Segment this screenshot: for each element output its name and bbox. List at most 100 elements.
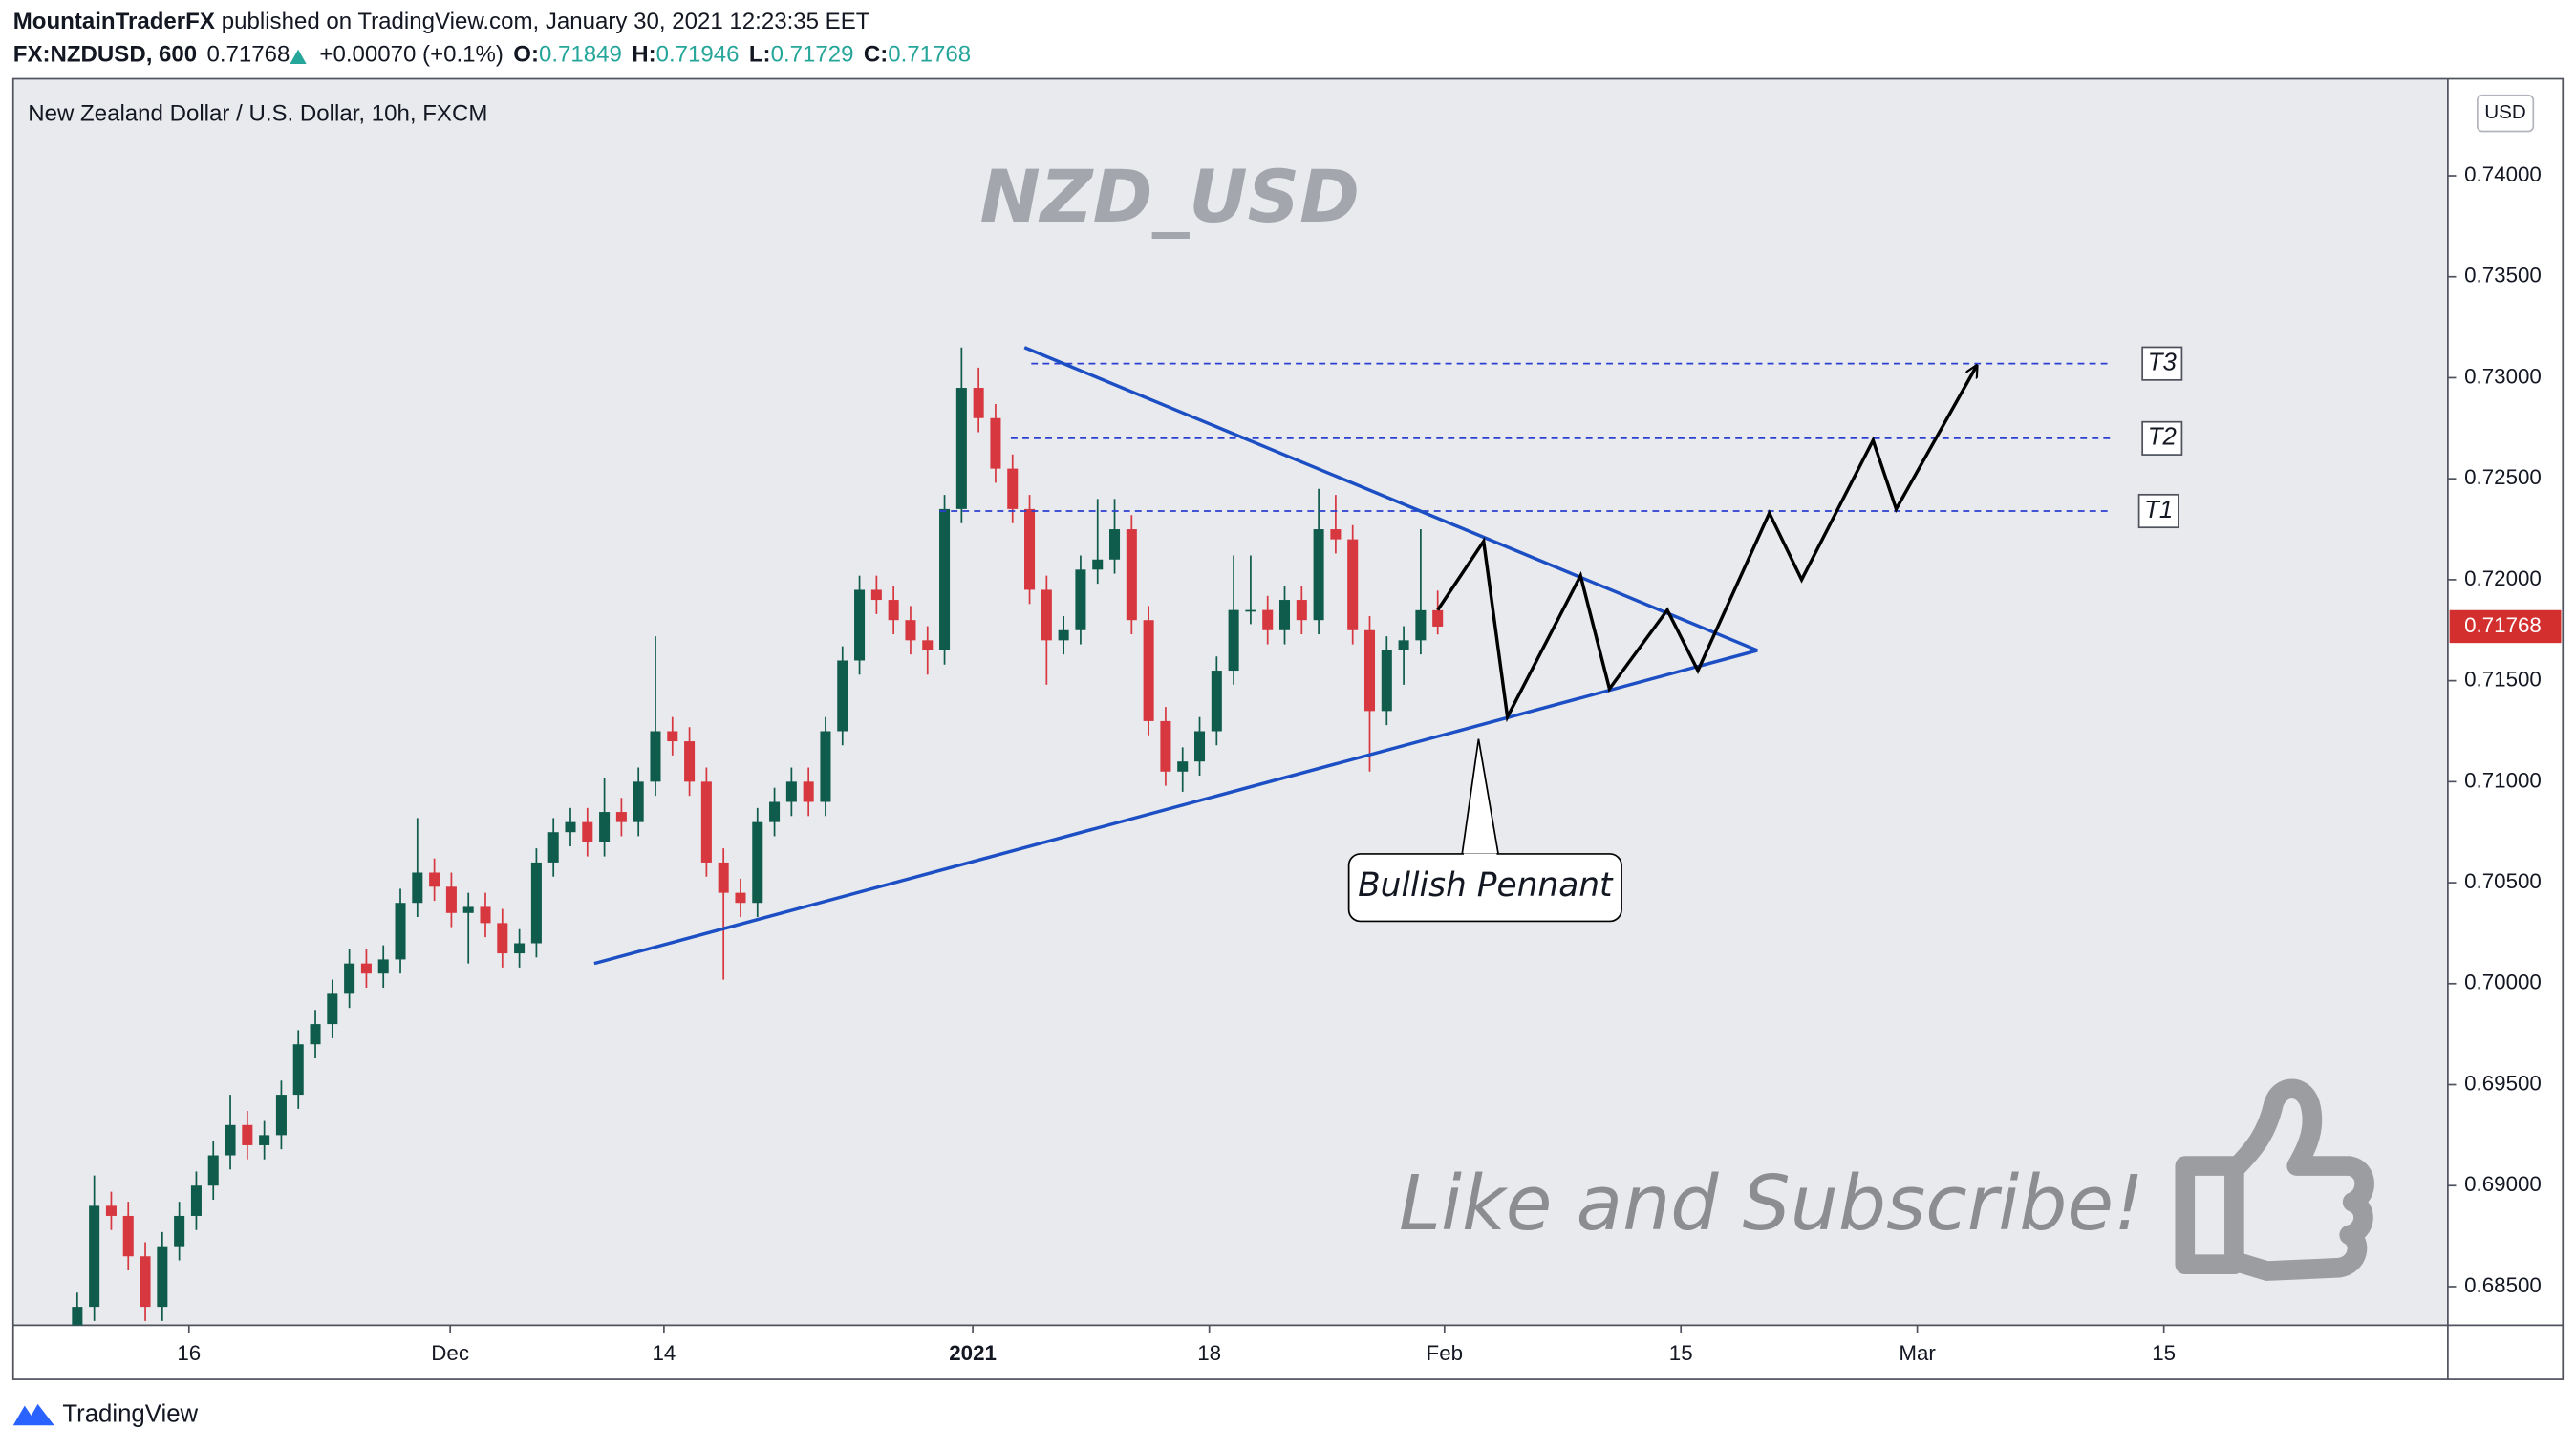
candle-body (275, 1095, 287, 1136)
up-arrow-icon (290, 49, 307, 65)
quote-change: +0.00070 (+0.1%) (319, 42, 504, 68)
header-quote: FX:NZDUSD, 600 0.71768 +0.00070 (+0.1%) O:0… (13, 42, 971, 68)
ohlc-value: 0.71768 (888, 42, 971, 68)
pattern-label: Bullish Pennant (1358, 866, 1614, 905)
candle-body (310, 1024, 321, 1045)
candle-body (547, 832, 559, 863)
candle-body (259, 1135, 270, 1145)
trendline (593, 649, 1758, 966)
candle-body (174, 1215, 185, 1247)
y-tick-label: 0.70500 (2464, 869, 2542, 893)
candle-body (514, 943, 526, 954)
candle-body (225, 1124, 236, 1156)
thumbs-up-icon (2175, 1078, 2374, 1281)
candle-body (105, 1205, 117, 1216)
logo-mark (12, 1403, 54, 1426)
candle-body (939, 508, 951, 650)
target-label: T2 (2148, 424, 2177, 451)
callout-pointer (1461, 738, 1499, 855)
watermark-title: NZD_USD (980, 155, 1360, 239)
candle-body (1278, 600, 1291, 630)
ohlc-key: O: (513, 42, 539, 68)
x-tick-label: 2021 (949, 1341, 997, 1365)
candle-body (955, 388, 967, 509)
y-tick-label: 0.68500 (2464, 1273, 2542, 1297)
candle-body (530, 862, 542, 944)
candle-body (1194, 731, 1206, 762)
candle-body (344, 963, 355, 994)
y-tick-label: 0.72000 (2464, 566, 2542, 590)
candle-body (395, 903, 406, 960)
candle-body (718, 862, 729, 893)
y-tick-label: 0.72500 (2464, 465, 2542, 489)
projection-path (1436, 366, 1977, 723)
candle-body (1228, 609, 1239, 672)
candle-body (497, 923, 508, 954)
ohlc-key: L: (749, 42, 771, 68)
candle-body (292, 1044, 304, 1096)
candle-body (327, 993, 338, 1025)
candle-body (752, 821, 763, 904)
candle-body (888, 600, 899, 621)
y-tick-label: 0.70000 (2464, 970, 2542, 994)
candle-body (1143, 620, 1154, 721)
candle-body (615, 812, 627, 822)
x-tick-label: Mar (1899, 1341, 1936, 1365)
ohlc-value: 0.71946 (656, 42, 740, 68)
currency-box (2476, 94, 2535, 133)
candle-body (242, 1124, 253, 1145)
candle-body (207, 1155, 219, 1186)
candle-body (837, 660, 848, 732)
candle-body (1007, 468, 1019, 509)
x-tick-label: 14 (652, 1341, 676, 1365)
candle-body (1363, 629, 1376, 712)
y-tick-label: 0.73500 (2464, 264, 2542, 288)
ohlc-value: 0.71849 (539, 42, 622, 68)
ohlc-value: 0.71729 (771, 42, 854, 68)
last-price-box (2449, 609, 2562, 644)
candle-body (820, 731, 831, 802)
candle-body (1058, 629, 1069, 641)
candle-body (1245, 609, 1256, 612)
plot-area (72, 346, 2112, 1326)
candle-body (870, 589, 882, 601)
candle-body (1126, 529, 1137, 621)
candle-body (122, 1215, 134, 1257)
header-line: MountainTraderFX published on TradingView… (13, 9, 870, 34)
time-axis-background (12, 1325, 2564, 1380)
target-label: T1 (2144, 497, 2173, 523)
author: MountainTraderFX (13, 9, 215, 34)
quote-price: 0.71768 (207, 42, 290, 68)
candle-body (1398, 640, 1409, 650)
thumb-hand (2224, 1078, 2374, 1281)
y-tick-label: 0.74000 (2464, 162, 2542, 186)
price-axis-background (2447, 78, 2564, 1326)
candle-body (1432, 609, 1444, 627)
candle-body (650, 731, 661, 782)
candle-body (157, 1246, 168, 1308)
ohlc-key: C: (864, 42, 888, 68)
candle-body (429, 872, 440, 887)
target-box (2137, 493, 2179, 529)
y-tick-label: 0.69500 (2464, 1071, 2542, 1095)
last-price-label: 0.71768 (2464, 613, 2542, 637)
candle-body (1109, 529, 1121, 560)
candle-body (1041, 589, 1052, 641)
candle-body (1330, 529, 1342, 540)
trendline (1023, 346, 1758, 652)
candle-body (377, 959, 389, 974)
candle-body (700, 781, 712, 863)
candle-body (565, 821, 576, 833)
candle-body (1313, 529, 1324, 621)
candle-body (1177, 761, 1189, 772)
candle-body (1075, 569, 1086, 630)
candle-body (599, 812, 611, 842)
candle-body (973, 388, 984, 418)
candle-body (1347, 539, 1359, 630)
candle-body (140, 1256, 151, 1308)
candle-body (462, 906, 474, 913)
x-tick-label: 15 (2152, 1341, 2176, 1365)
x-tick-label: 16 (177, 1341, 201, 1365)
candle-body (1262, 609, 1274, 630)
